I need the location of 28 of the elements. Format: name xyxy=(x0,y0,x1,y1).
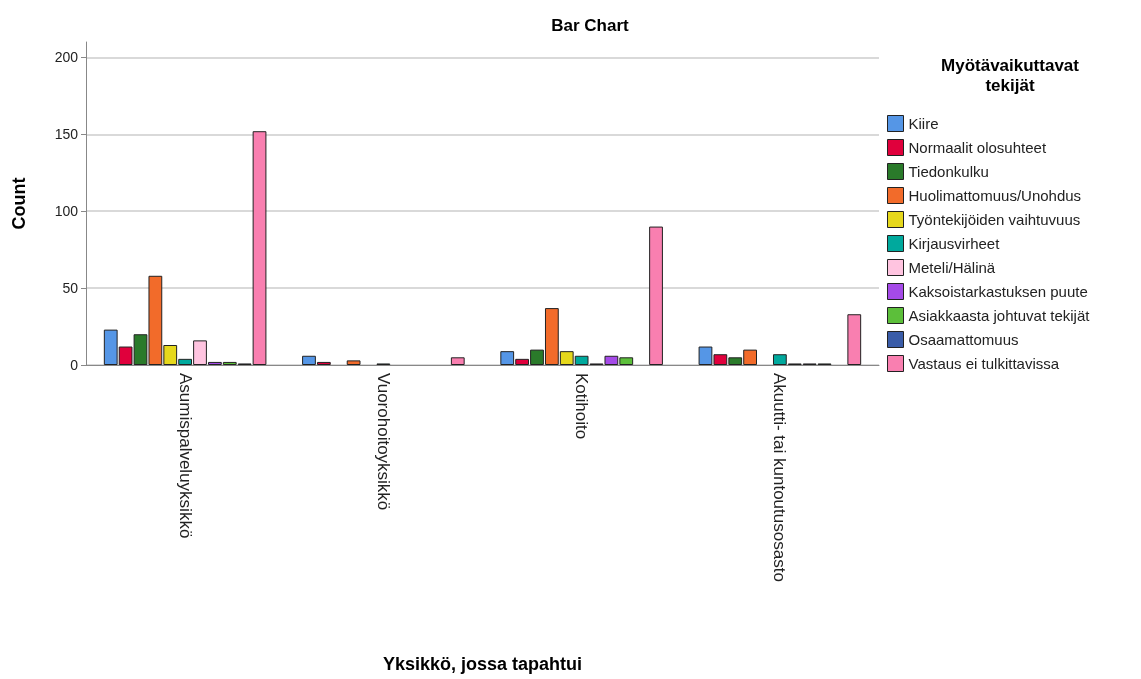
y-tick-label: 100 xyxy=(54,203,79,220)
legend-label: Osaamattomuus xyxy=(908,331,1019,348)
legend-label: Työntekijöiden vaihtuvuus xyxy=(908,211,1081,228)
bar xyxy=(847,314,862,365)
legend-label: Kiire xyxy=(908,115,939,132)
bar xyxy=(450,357,465,365)
y-tick-label: 150 xyxy=(54,126,79,143)
chart-title: Bar Chart xyxy=(551,16,630,35)
x-tick-label: Asumispalveluyksikkö xyxy=(175,373,195,539)
x-tick-label: Akuutti- tai kuntoutusosasto xyxy=(770,373,790,582)
legend-label: Tiedonkulku xyxy=(908,163,989,180)
y-tick-label: 50 xyxy=(62,280,79,297)
bar xyxy=(346,360,361,365)
legend-title: Myötävaikuttavat tekijät xyxy=(941,55,1080,95)
y-tick-label: 200 xyxy=(54,49,79,66)
y-axis-title: Count xyxy=(9,177,29,230)
legend-label: Huolimattomuus/Unohdus xyxy=(908,187,1082,204)
legend-label: Kaksoistarkastuksen puute xyxy=(908,283,1088,300)
legend-label: Meteli/Hälinä xyxy=(908,259,996,276)
legend-label: Asiakkaasta johtuvat tekijät xyxy=(908,307,1091,324)
x-axis-title: Yksikkö, jossa tapahtui xyxy=(382,654,583,674)
x-tick-label: Kotihoito xyxy=(572,373,592,440)
legend-label: Vastaus ei tulkittavissa xyxy=(908,355,1060,372)
y-tick-label: 0 xyxy=(70,357,79,373)
legend-label: Normaalit olosuhteet xyxy=(908,139,1047,156)
legend-label: Kirjausvirheet xyxy=(908,235,1001,252)
x-tick-label: Vuorohoitoyksikkö xyxy=(373,373,393,511)
bar xyxy=(649,226,663,365)
